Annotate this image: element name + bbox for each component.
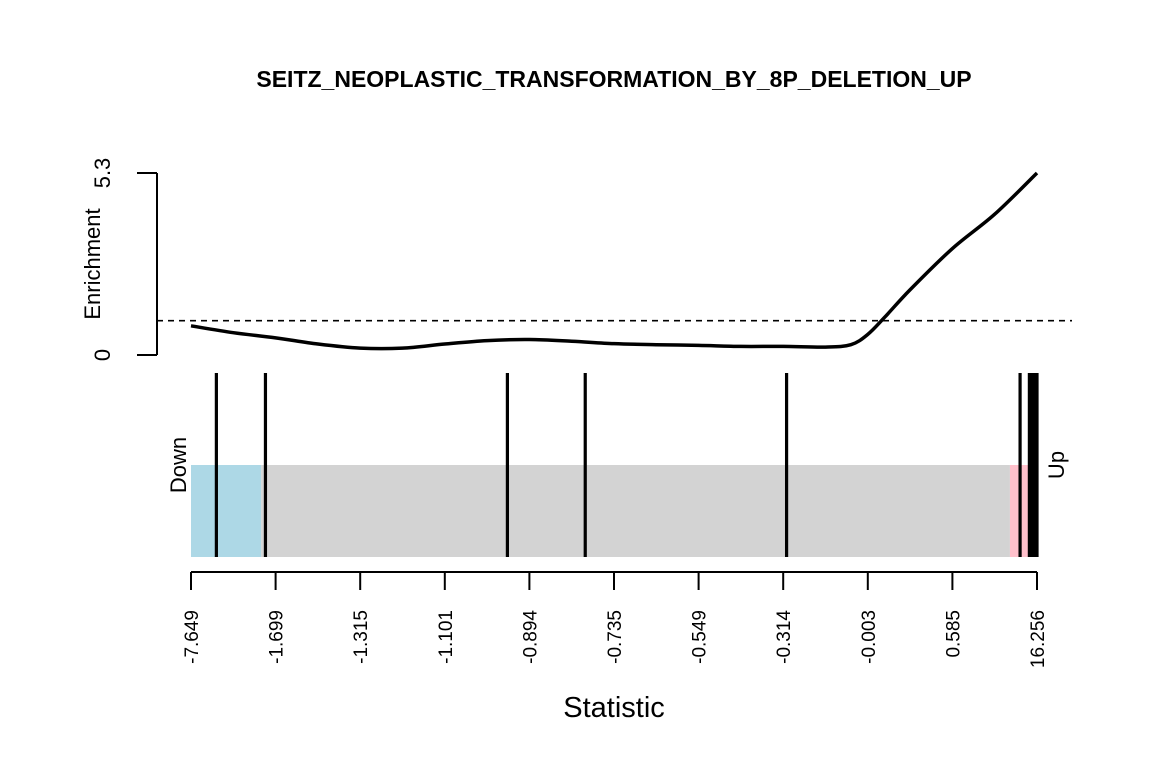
x-axis: -7.649 -1.699 -1.315 -1.101 -0.894 -0.735 -0.5… xyxy=(182,571,1049,668)
x-tick-label-6: -0.549 xyxy=(690,610,711,664)
x-tick-label-5: -0.735 xyxy=(605,610,626,664)
y-tick-label-0: 0 xyxy=(90,349,115,361)
x-tick-label-3: -1.101 xyxy=(436,610,457,664)
gene-position-lines xyxy=(214,373,1039,557)
bar-region-middle xyxy=(261,465,1010,557)
x-tick-label-7: -0.314 xyxy=(774,610,795,664)
x-tick-label-2: -1.315 xyxy=(351,610,372,664)
x-tick-label-1: -1.699 xyxy=(267,610,288,664)
barcode-bar xyxy=(191,465,1037,557)
x-tick-label-8: -0.003 xyxy=(859,610,880,664)
bar-region-down xyxy=(191,465,262,557)
x-tick-label-4: -0.894 xyxy=(520,610,541,664)
chart-title: SEITZ_NEOPLASTIC_TRANSFORMATION_BY_8P_DE… xyxy=(256,66,971,92)
x-axis-label: Statistic xyxy=(563,692,665,724)
x-tick-label-0: -7.649 xyxy=(182,610,203,664)
y-axis-label: Enrichment xyxy=(80,208,105,319)
down-label: Down xyxy=(166,437,191,493)
x-tick-label-9: 0.585 xyxy=(943,610,964,658)
x-tick-label-10: 16.256 xyxy=(1028,610,1049,668)
enrichment-curve xyxy=(190,171,1039,351)
up-label: Up xyxy=(1044,451,1069,479)
y-axis: 0 5.3 Enrichment xyxy=(80,158,158,361)
y-tick-label-max: 5.3 xyxy=(90,158,115,189)
